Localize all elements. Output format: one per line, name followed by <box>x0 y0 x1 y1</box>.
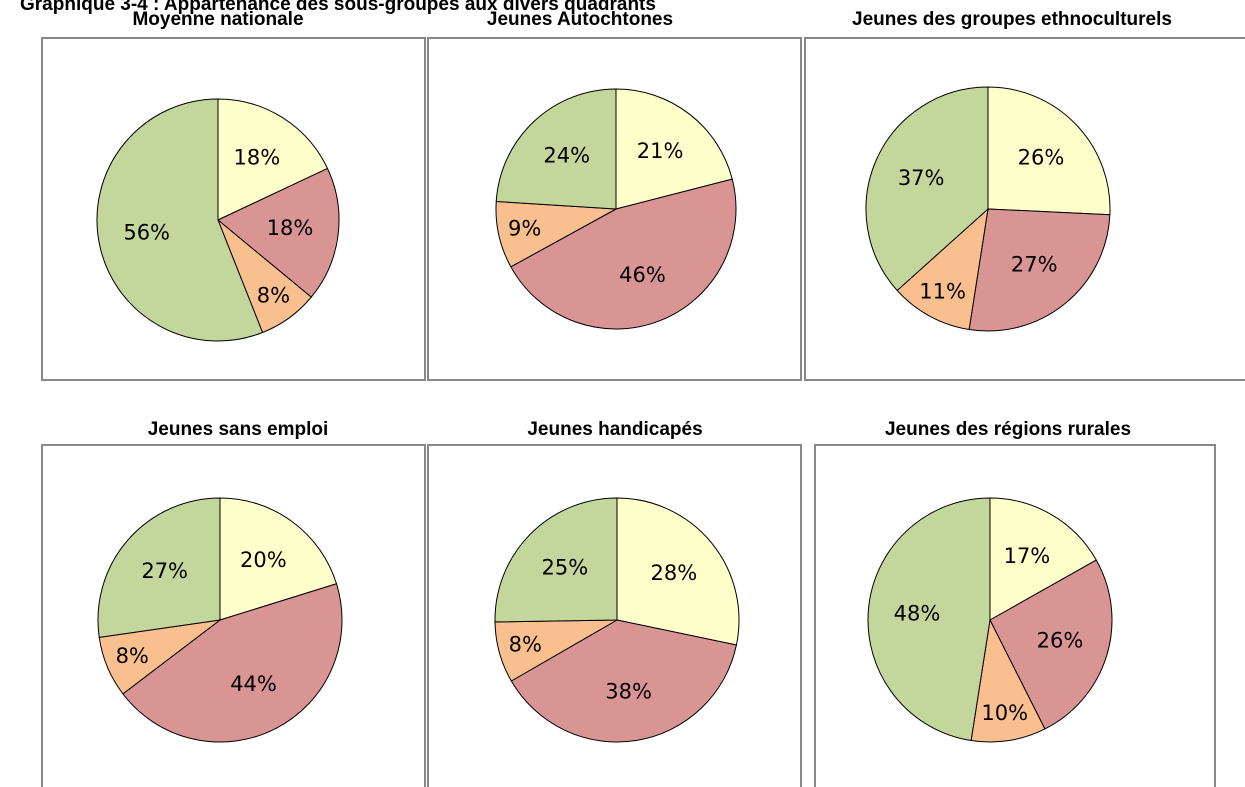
pie-slice <box>968 208 1111 332</box>
pie-slice <box>989 497 1097 621</box>
chart-title: Jeunes handicapés <box>527 419 702 440</box>
data-label: 18% <box>234 146 281 170</box>
data-label: 25% <box>541 556 588 580</box>
chart-title: Moyenne nationale <box>132 9 303 30</box>
data-label: 46% <box>619 263 666 287</box>
data-label: 27% <box>1011 253 1058 277</box>
pie-slice <box>510 619 738 743</box>
pie-slice <box>97 497 221 638</box>
data-label: 9% <box>508 216 541 240</box>
chart-title: Jeunes des groupes ethnoculturels <box>852 9 1172 30</box>
panel-frame <box>41 37 426 381</box>
data-label: 24% <box>543 144 590 168</box>
pie-slice <box>865 86 989 292</box>
pie-slice <box>615 88 733 210</box>
panel-frame <box>427 37 802 381</box>
pie-slice <box>495 88 617 210</box>
data-label: 18% <box>267 216 314 240</box>
pie-slice <box>217 167 340 298</box>
pie-slice <box>96 98 264 342</box>
data-label: 26% <box>1018 145 1065 169</box>
data-label: 44% <box>230 672 277 696</box>
data-label: 11% <box>919 280 966 304</box>
pie-slice <box>219 497 338 621</box>
pie-slice <box>987 86 1111 216</box>
panel-frame <box>427 444 802 787</box>
data-label: 38% <box>605 679 652 703</box>
pie-slice <box>217 98 329 221</box>
data-label: 10% <box>981 701 1028 725</box>
data-label: 17% <box>1004 544 1051 568</box>
data-label: 20% <box>240 548 287 572</box>
pie-slice <box>616 497 740 646</box>
pie-slice <box>989 559 1113 730</box>
data-label: 8% <box>257 283 290 307</box>
data-label: 21% <box>637 139 684 163</box>
data-label: 26% <box>1037 628 1084 652</box>
data-label: 48% <box>894 601 941 625</box>
data-label: 27% <box>141 559 188 583</box>
panel-frame <box>804 37 1245 381</box>
panel-frame <box>814 444 1216 787</box>
pie-slice <box>510 178 737 330</box>
pie-slice <box>122 583 343 743</box>
chart-title: Jeunes Autochtones <box>487 9 673 30</box>
pie-slice <box>494 497 618 623</box>
page-title: Graphique 3-4 : Appartenance des sous-gr… <box>20 0 656 15</box>
chart-title: Jeunes des régions rurales <box>885 419 1131 440</box>
data-label: 56% <box>123 221 170 245</box>
data-label: 28% <box>650 561 697 585</box>
data-label: 8% <box>509 632 542 656</box>
data-label: 37% <box>898 166 945 190</box>
data-label: 8% <box>116 644 149 668</box>
panel-frame <box>41 444 426 787</box>
chart-title: Jeunes sans emploi <box>148 419 329 440</box>
pie-slice <box>896 207 989 331</box>
pie-slice <box>970 618 1046 743</box>
pie-slice <box>867 497 991 742</box>
